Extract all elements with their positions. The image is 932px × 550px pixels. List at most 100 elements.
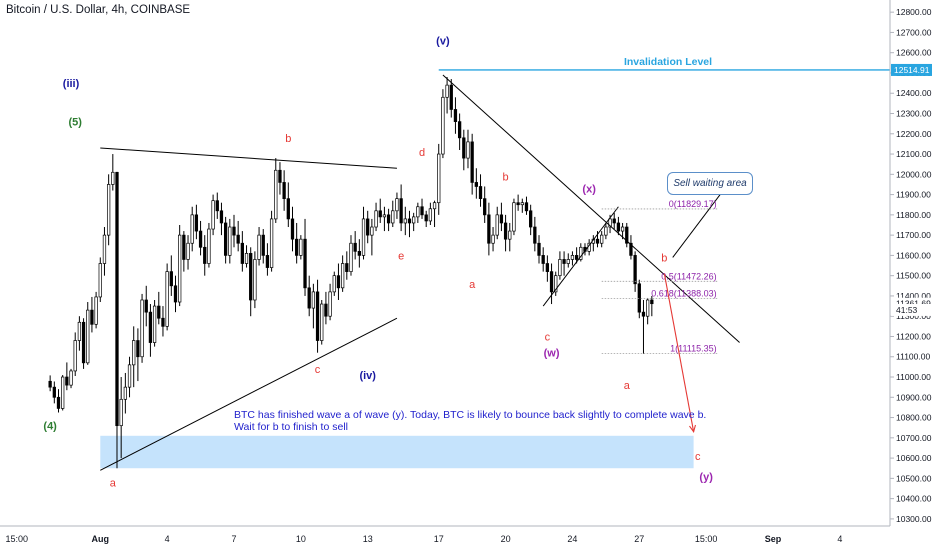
- candle-body: [152, 305, 157, 343]
- y-tick-label: 10800.00: [896, 413, 932, 423]
- candle-body: [574, 255, 579, 260]
- candle-body: [432, 202, 437, 210]
- candle-body: [127, 364, 132, 388]
- candle-body: [207, 228, 211, 264]
- x-tick-label: 4: [165, 534, 170, 544]
- candle-body: [620, 226, 625, 232]
- analysis-note-line-1: BTC has finished wave a of wave (y). Tod…: [234, 409, 707, 421]
- y-tick-label: 10400.00: [896, 494, 932, 504]
- x-tick-label: 7: [231, 534, 236, 544]
- fibonacci-layer: 0(11829.17) 0.5(11472.26) 0.618(11388.03) 1…: [601, 199, 719, 355]
- fib-level-label: 0(11829.17): [669, 199, 717, 209]
- candle-body: [629, 242, 633, 256]
- y-tick-label: 12200.00: [896, 129, 932, 139]
- candle-body: [140, 299, 144, 358]
- wave-label: (iii): [63, 78, 80, 90]
- candle-body: [228, 226, 232, 256]
- x-tick-label: Aug: [92, 534, 110, 544]
- sell-waiting-callout[interactable]: Sell waiting area: [667, 172, 753, 195]
- candle-body: [144, 299, 148, 313]
- candle-body: [608, 218, 612, 228]
- y-tick-label: 11100.00: [896, 352, 930, 362]
- candle-body: [311, 291, 316, 309]
- y-tick-label: 12800.00: [896, 7, 932, 17]
- candle-body: [90, 309, 94, 325]
- candle-body: [240, 242, 244, 264]
- candle-body: [562, 259, 566, 264]
- candle-body: [445, 84, 449, 98]
- candle-body: [198, 230, 203, 248]
- x-tick-label: Sep: [765, 534, 782, 544]
- candle-body: [424, 214, 428, 222]
- candle-body: [462, 137, 466, 159]
- wave-label: c: [695, 451, 701, 463]
- candle-body: [81, 321, 86, 364]
- candle-body: [612, 218, 616, 224]
- candle-body: [529, 210, 533, 228]
- candle-body: [357, 250, 361, 256]
- candle-body: [349, 242, 353, 272]
- candle-body: [52, 386, 56, 398]
- candle-body: [132, 340, 136, 366]
- candle-body: [98, 263, 102, 298]
- candle-body: [650, 299, 654, 305]
- candle-body: [361, 218, 366, 256]
- x-tick-label: 10: [296, 534, 306, 544]
- candle-body: [453, 109, 458, 122]
- candle-body: [148, 311, 153, 343]
- wave-labels-layer: (iii) (5) (4) a b c d e (iv) (v) a b c (w) (x) a b c (y): [43, 36, 713, 490]
- candle-body: [545, 263, 550, 272]
- candle-body: [399, 198, 403, 224]
- candle-body: [253, 259, 257, 301]
- candle-body: [478, 186, 483, 199]
- y-tick-label: 10900.00: [896, 392, 932, 402]
- candle-body: [378, 210, 382, 218]
- projection-arrow-head: [689, 424, 696, 433]
- candle-body: [395, 198, 399, 212]
- candle-body: [265, 255, 270, 268]
- candle-body: [512, 202, 516, 232]
- x-tick-label: 17: [434, 534, 444, 544]
- candle-body: [604, 226, 608, 236]
- trend-line: [100, 147, 397, 169]
- candle-body: [119, 398, 123, 427]
- wave-label: d: [419, 147, 425, 159]
- y-tick-label: 10700.00: [896, 433, 932, 443]
- y-tick-label: 12000.00: [896, 169, 932, 179]
- y-tick-label: 11200.00: [896, 331, 931, 341]
- candle-body: [69, 370, 73, 386]
- candle-body: [537, 242, 541, 256]
- candle-body: [295, 238, 299, 256]
- candle-body: [73, 340, 77, 372]
- candle-body: [236, 234, 240, 244]
- candle-body: [374, 210, 378, 228]
- candle-body: [457, 121, 462, 139]
- y-tick-label: 11800.00: [896, 210, 931, 220]
- candle-body: [299, 238, 303, 256]
- candle-body: [332, 275, 336, 293]
- candle-body: [182, 234, 186, 260]
- candle-body: [190, 214, 194, 244]
- candle-body: [633, 255, 637, 285]
- candle-body: [386, 214, 391, 224]
- candle-body: [437, 153, 441, 204]
- candle-body: [324, 303, 328, 317]
- candle-body: [223, 222, 228, 256]
- projection-arrow-shaft: [663, 273, 695, 432]
- candle-body: [487, 214, 491, 244]
- price-tag-label: 41:53: [896, 305, 918, 315]
- fib-level-label: 0.5(11472.26): [661, 271, 716, 281]
- candle-body: [391, 210, 395, 224]
- candle-body: [336, 275, 341, 289]
- y-tick-label: 12100.00: [896, 149, 932, 159]
- candle-body: [570, 255, 575, 260]
- candle-body: [503, 222, 508, 240]
- wave-label: b: [285, 133, 291, 145]
- candle-body: [123, 386, 127, 400]
- candle-body: [186, 242, 190, 260]
- analysis-note-line-2: Wait for b to finish to sell: [234, 421, 348, 433]
- trend-line: [100, 317, 398, 471]
- sell-zone-rect: [100, 435, 694, 469]
